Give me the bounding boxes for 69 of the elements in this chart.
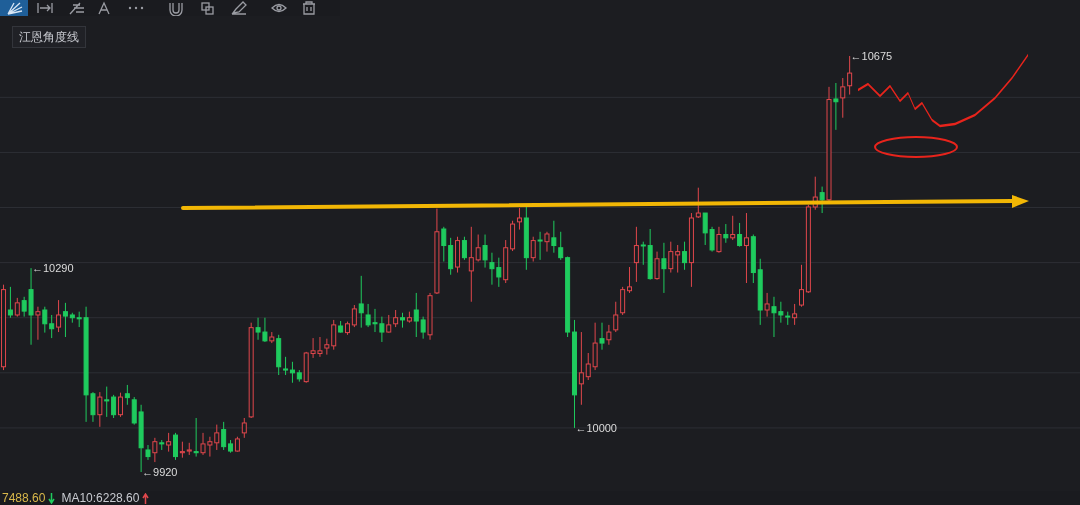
candlestick bbox=[578, 331, 584, 406]
candlestick bbox=[241, 417, 247, 439]
candlestick bbox=[737, 222, 743, 248]
candlestick bbox=[613, 301, 619, 333]
candlestick bbox=[117, 392, 123, 418]
candlestick bbox=[35, 306, 41, 341]
candlestick bbox=[516, 207, 522, 231]
candlestick bbox=[743, 212, 749, 284]
candlestick bbox=[627, 266, 633, 294]
candlestick bbox=[283, 356, 289, 376]
candlestick bbox=[730, 215, 736, 241]
candlestick bbox=[289, 361, 295, 384]
candlestick bbox=[764, 292, 770, 318]
candlestick bbox=[530, 236, 536, 263]
candlestick bbox=[468, 226, 474, 303]
candlestick bbox=[475, 234, 481, 263]
candlestick bbox=[723, 223, 729, 244]
candlestick bbox=[14, 297, 20, 318]
candlestick bbox=[351, 304, 357, 328]
candlestick bbox=[640, 241, 646, 266]
candlestick bbox=[104, 386, 110, 418]
candlestick bbox=[358, 275, 364, 329]
candlestick bbox=[42, 306, 48, 334]
candlestick bbox=[166, 432, 172, 453]
candlestick bbox=[7, 286, 13, 319]
candlestick bbox=[661, 242, 667, 294]
candlestick bbox=[654, 251, 660, 281]
candlestick bbox=[537, 231, 543, 261]
candlestick bbox=[111, 394, 117, 419]
candlestick bbox=[551, 220, 557, 254]
candlestick bbox=[633, 226, 639, 283]
candlestick bbox=[840, 77, 846, 119]
candlestick bbox=[331, 319, 337, 351]
candlestick bbox=[448, 237, 454, 276]
candlestick bbox=[798, 264, 804, 308]
candlestick bbox=[620, 286, 626, 316]
text: 江恩角度线 bbox=[12, 26, 86, 48]
text: ←9920 bbox=[142, 465, 178, 478]
candlestick bbox=[482, 234, 488, 269]
candlestick bbox=[606, 324, 612, 346]
text: 7488.60 bbox=[2, 491, 47, 505]
candlestick bbox=[145, 444, 151, 461]
candlestick bbox=[695, 187, 701, 219]
candlestick bbox=[675, 244, 681, 274]
candlestick bbox=[599, 322, 605, 351]
candlestick bbox=[173, 432, 179, 461]
candlestick bbox=[152, 437, 158, 463]
candlestick bbox=[833, 82, 839, 131]
candlestick bbox=[441, 226, 447, 263]
candlestick bbox=[124, 384, 130, 406]
candlestick bbox=[221, 421, 227, 451]
candlestick bbox=[847, 56, 853, 96]
candlestick bbox=[49, 314, 55, 339]
candlestick bbox=[193, 417, 199, 458]
candlestick bbox=[792, 303, 798, 326]
candlestick bbox=[668, 241, 674, 274]
candlestick bbox=[56, 299, 62, 333]
candlestick bbox=[716, 226, 722, 254]
candlestick bbox=[62, 302, 68, 338]
text: ←10000 bbox=[575, 421, 617, 434]
text: ←10290 bbox=[31, 262, 74, 275]
candlestick bbox=[682, 241, 688, 271]
candlestick bbox=[558, 231, 564, 261]
candlestick bbox=[97, 391, 103, 428]
candlestick bbox=[544, 231, 550, 253]
candlestick bbox=[819, 186, 825, 214]
candlestick bbox=[461, 236, 467, 261]
text: MA10:6228.60 bbox=[61, 491, 141, 505]
text: ←10675 bbox=[850, 49, 893, 62]
